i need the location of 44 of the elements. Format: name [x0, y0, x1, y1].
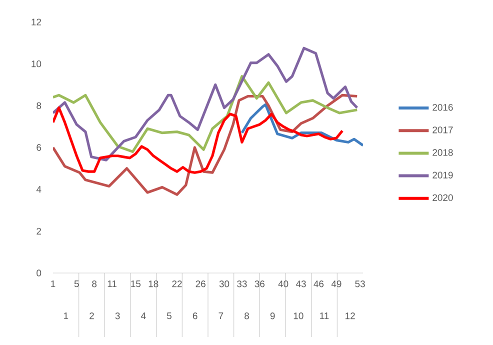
- x2-tick-label: 11: [320, 312, 329, 320]
- x-tick-label: 33: [237, 280, 247, 288]
- x-tick-label: 15: [131, 280, 141, 288]
- x2-tick-label: 3: [115, 312, 120, 320]
- line-series: [53, 46, 358, 162]
- y-tick-label: 2: [36, 228, 42, 234]
- x2-tick-label: 4: [141, 312, 146, 320]
- x-tick-label: 18: [148, 280, 158, 288]
- x-tick-label: 26: [196, 280, 206, 288]
- legend-label: 2018: [432, 149, 453, 156]
- line-series: [240, 103, 364, 147]
- x-tick-label: 46: [314, 280, 324, 288]
- y-tick-label: 4: [36, 186, 42, 193]
- y-tick-label: 0: [36, 270, 42, 276]
- x2-tick-label: 10: [294, 312, 304, 320]
- x-tick-label: 22: [172, 280, 182, 288]
- y-tick-label: 12: [32, 18, 42, 26]
- x2-tick-label: 6: [192, 312, 198, 320]
- line-series: [53, 75, 358, 153]
- x-tick-label: 1: [51, 280, 56, 288]
- x-tick-label: 36: [254, 280, 265, 288]
- x-tick-label: 43: [296, 280, 306, 288]
- x2-tick-label: 12: [346, 312, 355, 320]
- x2-tick-label: 5: [166, 312, 172, 320]
- legend-label: 2016: [432, 104, 453, 111]
- x-tick-label: 11: [108, 280, 116, 288]
- x-tick-label: 8: [92, 280, 97, 288]
- y-tick-label: 6: [36, 144, 42, 151]
- line-series: [53, 94, 358, 196]
- x-tick-label: 5: [74, 280, 79, 288]
- x2-tick-label: 2: [90, 312, 94, 320]
- x-tick-label: 49: [331, 280, 342, 288]
- x2-tick-label: 9: [270, 312, 275, 320]
- x-tick-label: 40: [278, 280, 288, 288]
- x-tick-label: 30: [219, 280, 230, 288]
- x2-tick-label: 7: [218, 312, 224, 320]
- legend-label: 2019: [432, 172, 453, 178]
- x-tick-label: 53: [355, 280, 365, 288]
- legend-label: 2017: [432, 126, 453, 134]
- x2-tick-label: 1: [64, 312, 68, 320]
- y-tick-label: 8: [36, 102, 42, 110]
- y-tick-label: 10: [32, 60, 42, 68]
- legend-label: 2020: [432, 194, 453, 202]
- x2-tick-label: 8: [244, 312, 249, 320]
